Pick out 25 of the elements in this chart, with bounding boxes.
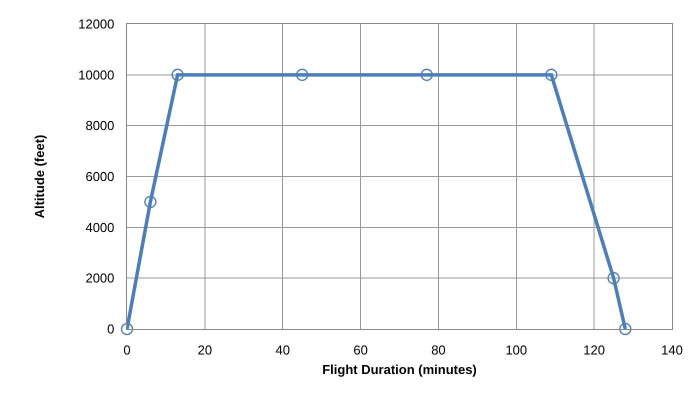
x-tick-label: 60 [353, 342, 368, 358]
y-tick-label: 12000 [78, 16, 114, 32]
x-tick-label: 120 [583, 342, 605, 358]
point [545, 68, 558, 81]
x-axis-title: Flight Duration (minutes) [322, 362, 477, 378]
point [607, 272, 620, 284]
x-tick-label: 0 [123, 342, 131, 358]
x-tick-label: 40 [275, 342, 290, 358]
point [420, 68, 433, 81]
y-tick-label: 0 [107, 322, 114, 337]
y-tick-label: 2000 [85, 270, 114, 286]
y-axis-title: Altitude (feet) [32, 134, 48, 218]
point [171, 68, 184, 81]
point [120, 322, 134, 336]
x-tick-label: 80 [431, 342, 446, 358]
x-tick-label: 140 [661, 342, 683, 358]
point [296, 68, 308, 81]
point [619, 322, 632, 336]
x-tick-label: 100 [505, 342, 528, 358]
y-tick-label: 8000 [85, 118, 114, 134]
x-tick-label: 20 [198, 342, 212, 358]
y-tick-label: 10000 [78, 67, 114, 82]
point [144, 196, 157, 208]
y-tick-label: 4000 [85, 220, 114, 235]
y-tick-label: 6000 [85, 169, 114, 184]
